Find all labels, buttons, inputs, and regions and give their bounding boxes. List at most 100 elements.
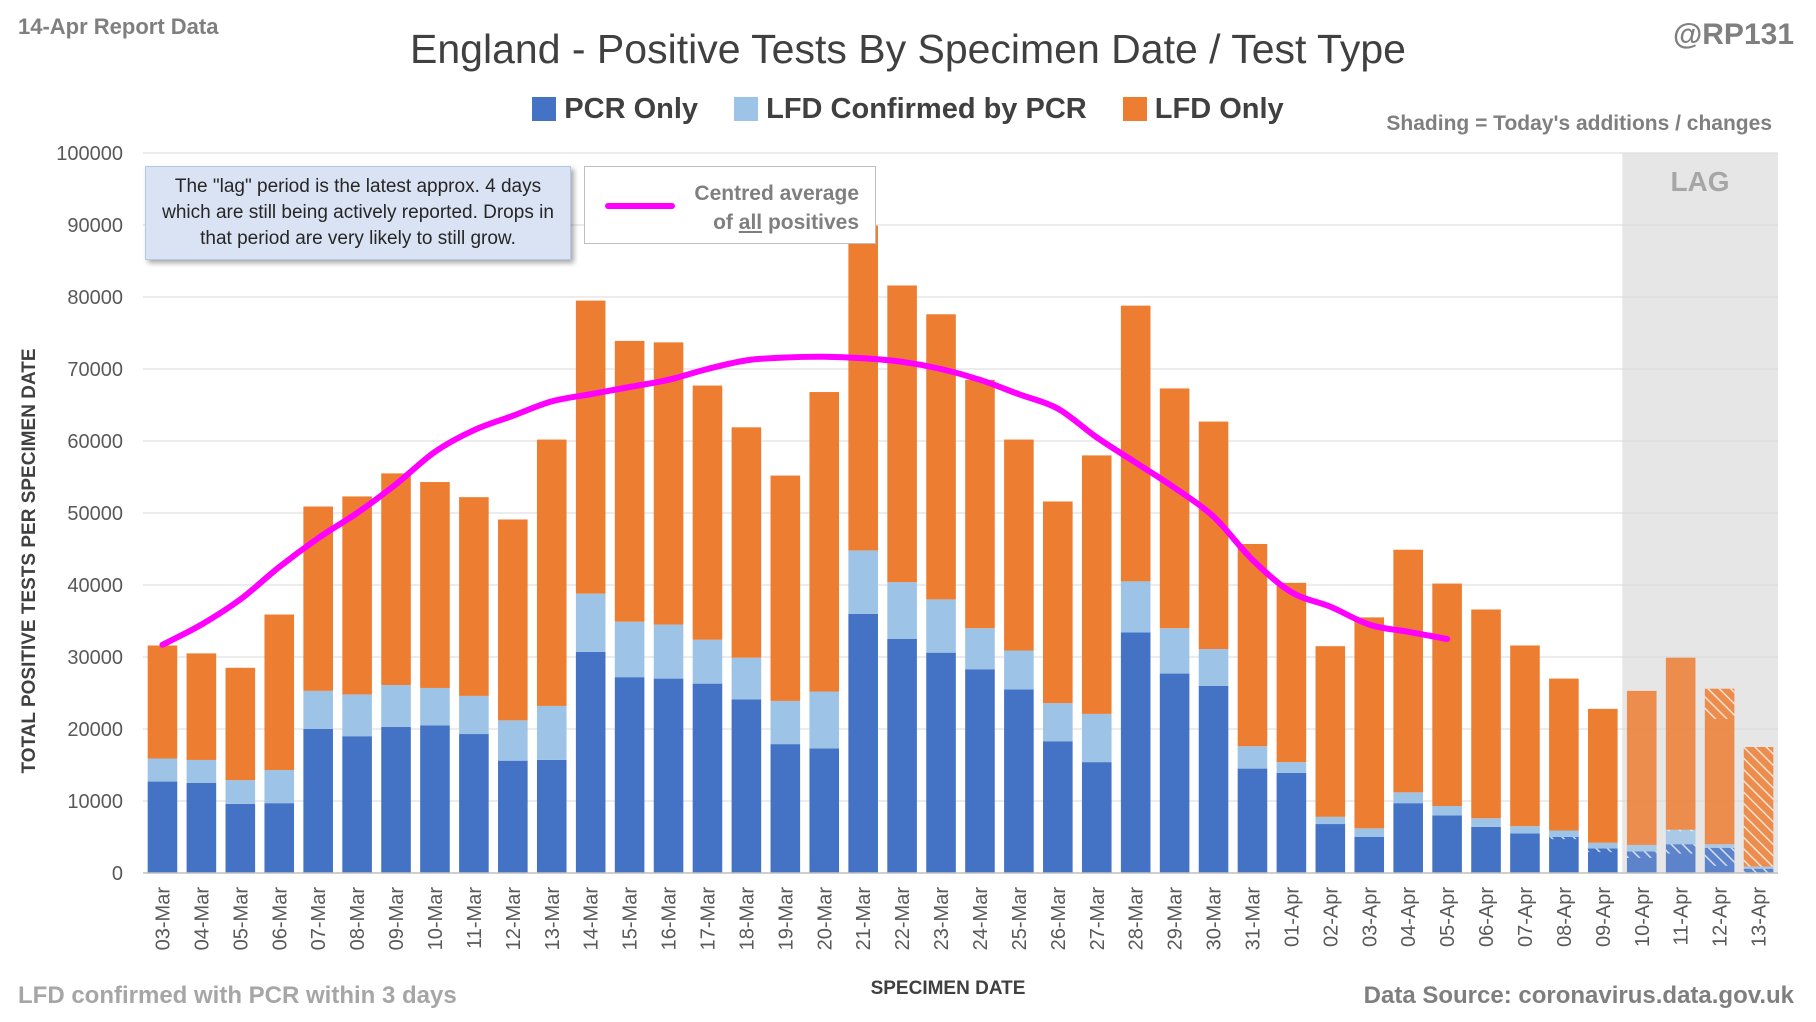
bar-pcr [1549,837,1579,873]
x-tick-label: 28-Mar [1126,887,1148,951]
x-tick-label: 20-Mar [814,887,836,951]
centred-average-line [159,353,1451,648]
x-tick-label: 27-Mar [1087,887,1109,951]
bar-lfd-confirmed [1510,826,1540,834]
x-tick-label: 13-Mar [542,887,564,951]
x-tick-label: 03-Mar [152,887,174,951]
bar-lfd-confirmed [1043,703,1073,742]
x-tick-label: 11-Apr [1671,887,1693,946]
bar-pcr [1043,741,1073,873]
x-tick-label: 11-Mar [464,887,486,949]
bar-pcr [459,734,489,873]
bar-lfd-only [536,439,567,706]
bar-lfd-confirmed [1432,806,1462,816]
bar-pcr [1393,803,1423,873]
x-tick-label: 12-Mar [503,887,525,951]
legend-label-pcr: PCR Only [564,92,699,125]
shading-note: Shading = Today's additions / changes [1386,112,1772,135]
bar-lfd-only [1315,646,1346,817]
author-credit: @RP131 [1673,18,1794,51]
y-tick-label: 60000 [67,431,123,453]
legend-item-lfd-only: LFD Only [1122,92,1284,126]
bar-lfd-only [887,285,917,583]
bar-lfd-only [1004,439,1034,651]
average-line-swatch [605,203,675,209]
x-tick-label: 09-Apr [1593,887,1615,947]
bar-lfd-confirmed [147,758,178,782]
x-tick-label: 01-Apr [1281,887,1303,947]
y-axis-title: TOTAL POSITIVE TESTS PER SPECIMEN DATE [19,348,40,774]
bar-lfd-only [575,300,606,594]
bar-lfd-confirmed [1471,818,1501,827]
bar-lfd-only [848,225,878,551]
bar-pcr [1510,833,1540,873]
bar-lfd-confirmed [575,593,606,652]
bar-lfd-only [1120,305,1151,582]
legend-label-lfd-only: LFD Only [1154,92,1284,125]
bar-pcr [420,725,450,873]
bars [147,225,1774,873]
x-tick-label: 15-Mar [620,887,642,951]
bar-pcr [186,783,217,873]
x-tick-label: 08-Mar [347,887,369,951]
bar-pcr [381,726,411,873]
bar-lfd-only [1081,455,1112,714]
bar-lfd-confirmed [225,780,256,804]
bar-lfd-confirmed [536,705,567,760]
bar-lfd-confirmed [498,720,528,761]
chart-title: England - Positive Tests By Specimen Dat… [410,26,1406,72]
bar-pcr [1120,632,1151,873]
bar-lfd-only [653,342,684,625]
x-tick-label: 17-Mar [697,887,719,951]
gridlines [143,152,1778,802]
bar-pcr [1471,826,1501,873]
x-axis-ticks: 03-Mar 04-Mar 05-Mar 06-Mar 07-Mar 08-Mar 09-M… [152,887,1770,951]
x-tick-label: 23-Mar [931,887,953,951]
bar-lfd-only [1626,690,1657,845]
bar-lfd-confirmed [1120,581,1151,633]
data-source-footnote: Data Source: coronavirus.data.gov.uk [1363,982,1794,1009]
average-label-pre: of [713,211,739,234]
bar-pcr [342,736,372,873]
bar-pcr [731,699,762,873]
bar-lfd-only [264,614,295,771]
x-tick-label: 06-Mar [269,887,291,951]
todays-addition-hatch [1704,688,1735,719]
average-label-post: positives [762,211,859,234]
bar-lfd-only [809,392,840,692]
legend-label-lfd-confirmed: LFD Confirmed by PCR [766,92,1087,125]
x-tick-label: 26-Mar [1048,887,1070,951]
y-tick-label: 80000 [67,287,123,309]
average-label-all: all [738,211,763,234]
bar-lfd-confirmed [926,599,956,653]
x-tick-label: 05-Mar [230,887,252,951]
x-tick-label: 10-Apr [1632,887,1654,947]
bar-lfd-confirmed [1393,792,1423,804]
x-tick-label: 10-Mar [425,887,447,951]
bar-pcr [926,652,956,873]
bar-lfd-only [342,496,372,695]
y-tick-label: 20000 [67,719,123,741]
bar-pcr [1354,837,1385,873]
bar-lfd-confirmed [1665,829,1696,845]
legend-swatch-lfd-confirmed [734,96,759,121]
bar-lfd-confirmed [1081,713,1112,763]
x-tick-label: 02-Apr [1320,887,1342,947]
bar-lfd-confirmed [342,694,372,737]
average-line-legend: Centred average of all positives [584,166,876,244]
bar-lfd-only [926,314,956,600]
bar-lfd-only [1432,583,1462,807]
y-tick-label: 100000 [56,143,123,165]
bar-pcr [1432,815,1462,873]
bar-lfd-confirmed [731,657,762,700]
bar-lfd-confirmed [420,687,450,726]
todays-addition-hatch [1588,848,1618,853]
bar-pcr [614,677,645,873]
x-tick-label: 04-Apr [1398,887,1420,947]
bar-pcr [1159,673,1190,873]
x-tick-label: 09-Mar [386,887,408,951]
bar-lfd-confirmed [1626,844,1657,852]
bar-lfd-confirmed [1549,830,1579,837]
y-tick-label: 10000 [67,791,123,813]
